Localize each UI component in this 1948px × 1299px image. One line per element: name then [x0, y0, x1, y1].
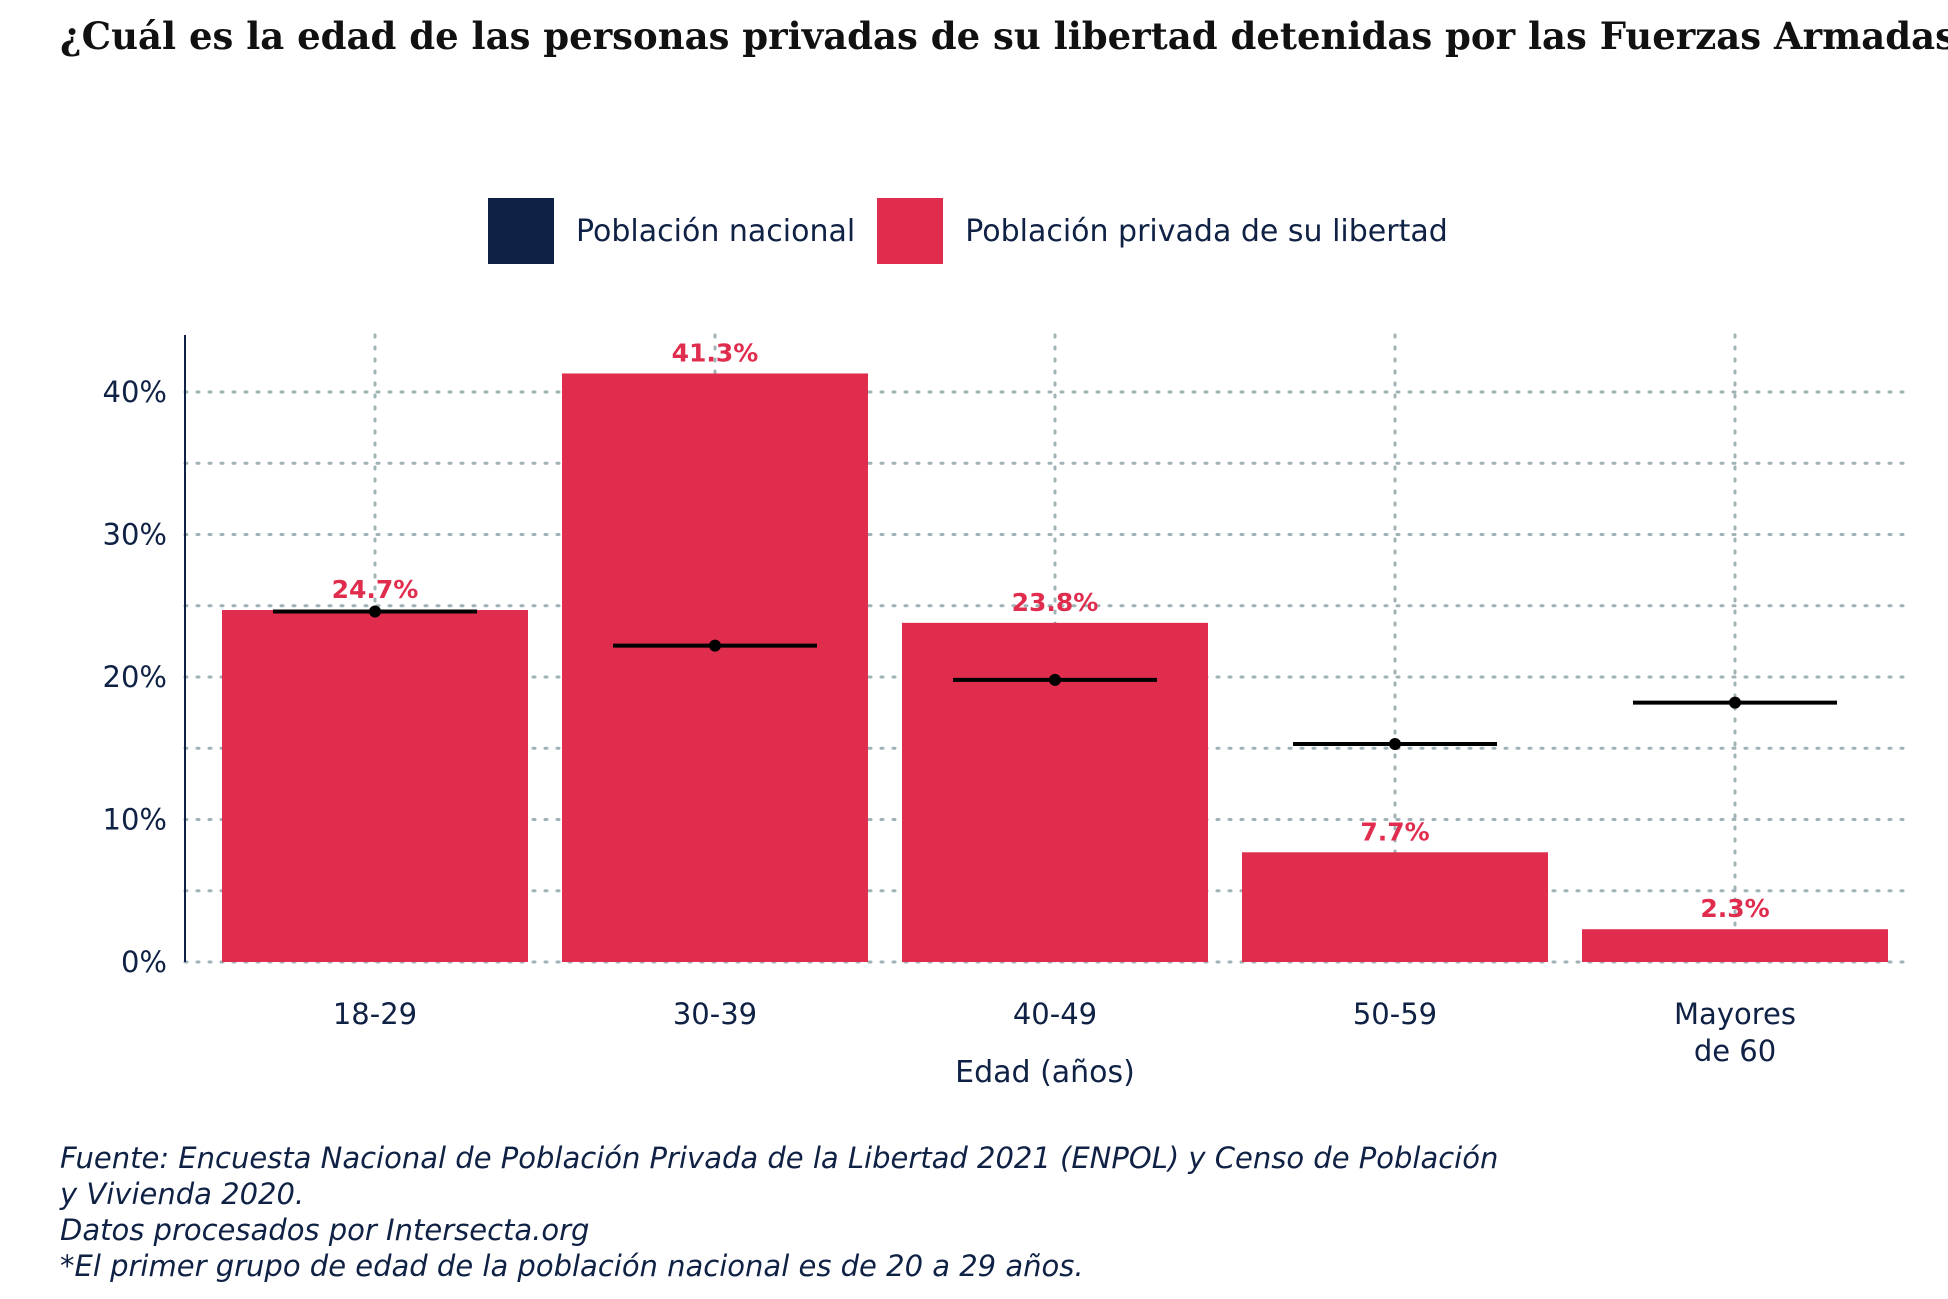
x-tick-label: 40-49 — [1013, 997, 1097, 1031]
x-tick-label: 50-59 — [1353, 997, 1437, 1031]
data-label: 2.3% — [1700, 894, 1769, 923]
x-tick-label: de 60 — [1694, 1034, 1776, 1068]
footer-notes: Fuente: Encuesta Nacional de Población P… — [60, 1140, 1498, 1284]
footer-line: *El primer grupo de edad de la población… — [60, 1249, 1084, 1283]
y-tick-label: 30% — [103, 518, 167, 552]
y-tick-label: 0% — [121, 945, 167, 979]
data-label: 23.8% — [1012, 588, 1099, 617]
footer-line: Fuente: Encuesta Nacional de Población P… — [60, 1141, 1499, 1175]
data-label: 41.3% — [672, 338, 759, 367]
legend-swatch-poblacion-privada — [877, 198, 944, 264]
bar — [222, 610, 528, 962]
x-tick-label: 30-39 — [673, 997, 757, 1031]
x-tick-label: 18-29 — [333, 997, 417, 1031]
national-point — [369, 605, 381, 618]
national-point — [1049, 673, 1061, 686]
y-tick-label: 20% — [103, 660, 167, 694]
data-label: 7.7% — [1360, 817, 1429, 846]
legend-label-poblacion-nacional: Población nacional — [576, 213, 856, 249]
y-tick-label: 40% — [103, 375, 167, 409]
data-label: 24.7% — [332, 575, 419, 604]
legend: Población nacional Población privada de … — [488, 197, 1470, 265]
bar — [902, 622, 1208, 962]
bar — [1582, 929, 1888, 962]
legend-swatch-poblacion-nacional — [488, 198, 554, 264]
x-axis-title: Edad (años) — [955, 1055, 1135, 1090]
national-point — [1389, 737, 1401, 750]
bar-chart: 0% 10% 20% 30% 40% 24.7% 41.3% 23.8% 7.7% 2.3% 18-… — [103, 333, 1907, 1090]
bar — [562, 373, 868, 963]
legend-label-poblacion-privada: Población privada de su libertad — [965, 213, 1448, 249]
national-point — [1729, 696, 1741, 709]
x-tick-label: Mayores — [1674, 997, 1796, 1031]
footer-line: y Vivienda 2020. — [60, 1177, 305, 1211]
footer-line: Datos procesados por Intersecta.org — [60, 1213, 590, 1247]
chart-title: ¿Cuál es la edad de las personas privada… — [60, 14, 1948, 58]
y-tick-label: 10% — [103, 803, 167, 837]
legend-item-poblacion-nacional: Población nacional — [488, 198, 855, 264]
national-point — [709, 639, 721, 652]
bar — [1242, 852, 1548, 962]
legend-item-poblacion-privada: Población privada de su libertad — [877, 198, 1448, 264]
